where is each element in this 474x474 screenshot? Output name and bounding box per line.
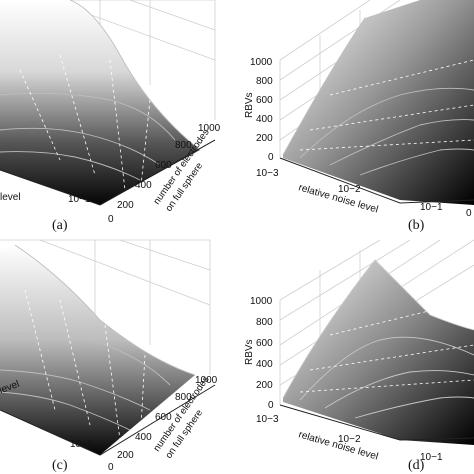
panel-label-b: (b) [408,218,425,233]
panel-c-ytick-600: 600 [155,412,172,423]
panel-c-surface-mesh [0,244,196,431]
panel-b-surface-dash [299,59,474,151]
panel-a-ytick-400: 400 [135,180,152,191]
panel-a-chart: 0 200 400 600 800 1000 number of electro… [0,0,221,225]
panel-d-surface-mesh [282,259,474,419]
panel-a-surface-mesh [0,0,201,181]
panel-d-zlabel: RBVs [244,339,255,365]
panel-b-ztick-200: 200 [256,133,273,144]
panel-c-ytick-800: 800 [175,392,192,403]
panel-c-floor-edge [0,384,216,456]
panel-d-chart: RBVs 1000 800 600 400 200 0 10−3 10−2 10… [244,239,474,463]
panel-c-ytick-0: 0 [108,462,114,473]
panel-a-y-axis [99,139,216,206]
panel-c-back-grid [0,239,211,375]
panel-d-xtick-2: 10−2 [338,434,361,445]
panel-label-d: (d) [408,458,425,473]
panel-d-surface-dash [299,299,474,393]
panel-c-surface [0,245,195,455]
panel-d-surface [283,260,474,445]
panel-b-floor-edge [279,157,474,204]
panel-a-ytick-0: 0 [108,214,114,225]
panel-b-surface-mesh [282,17,474,176]
panel-a-xlabel: level [0,192,21,203]
panel-b-ztick-400: 400 [256,114,273,125]
panel-d-ztick-400: 400 [256,359,273,370]
panel-c-chart: 0 200 400 600 800 1000 number of electro… [0,239,218,473]
panel-a-surface-dash [19,54,151,196]
panel-c-ytick-400: 400 [135,432,152,443]
panel-b-xtick-2: 10−2 [338,184,361,195]
panel-d-xtick-3: 10−3 [256,414,279,425]
panel-c-ytick-1000: 1000 [195,375,218,386]
panel-b-ztick-1000: 1000 [250,57,273,68]
panel-a-ytick-1000: 1000 [198,123,221,134]
panel-d-ztick-0: 0 [268,400,274,411]
panel-d-ztick-200: 200 [256,380,273,391]
panel-c-surface-dash [24,289,146,446]
panel-b-ztick-600: 600 [256,95,273,106]
panel-d-ztick-800: 800 [256,317,273,328]
panel-d-ztick-600: 600 [256,338,273,349]
panel-b-ztick-0: 0 [268,152,274,163]
panel-b-chart: RBVs 1000 800 600 400 200 0 0 10−3 10−2 … [244,0,474,219]
panel-b-ytick-0: 0 [466,208,472,219]
panel-b-ztick-800: 800 [256,76,273,87]
panel-b-xtick-1: 10−1 [420,202,443,213]
panel-a-ytick-200: 200 [117,200,134,211]
panel-a-surface [0,0,200,205]
panel-a-ytick-800: 800 [175,140,192,151]
panel-c-ytick-200: 200 [117,450,134,461]
panel-b-xtick-3: 10−3 [256,168,279,179]
panel-a-ytick-600: 600 [155,160,172,171]
panel-d-floor-edge [279,404,474,441]
panel-label-a: (a) [52,218,68,233]
panel-a-xtick-1: 10−1 [68,194,91,205]
panel-c-xtick-1: 10−1 [70,439,93,450]
panel-label-c: (c) [52,458,68,473]
panel-d-xtick-1: 10−1 [420,452,443,463]
panel-b-zlabel: RBVs [244,92,255,118]
panel-d-ztick-1000: 1000 [250,296,273,307]
